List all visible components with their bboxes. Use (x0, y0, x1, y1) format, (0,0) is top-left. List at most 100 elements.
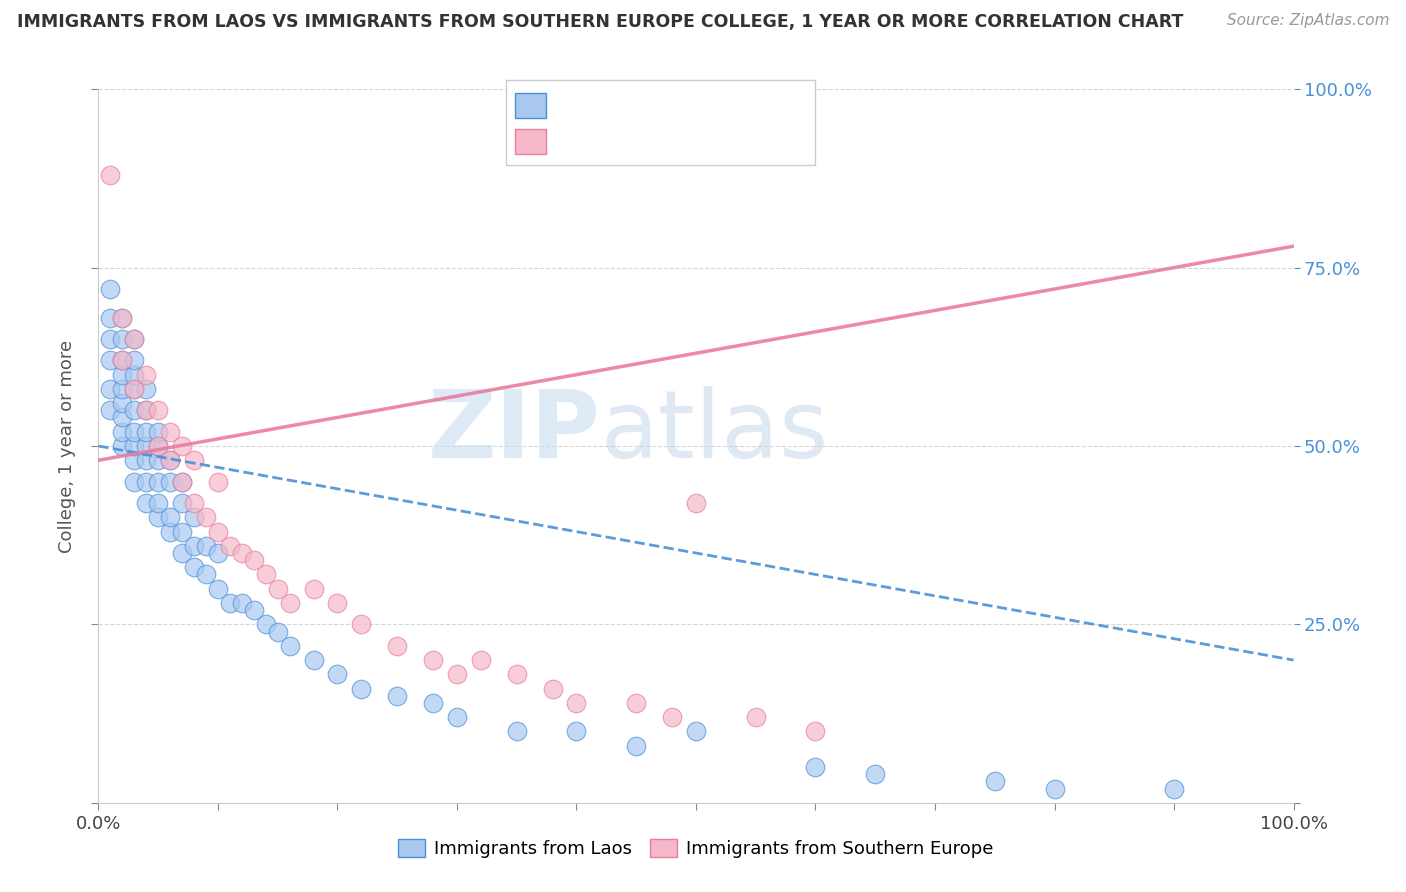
Point (111, 310, 134, 325)
Point (98, 403, 122, 417)
Point (219, 539, 242, 553)
Point (243, 553, 266, 567)
Point (98, 282, 122, 296)
Point (124, 453, 146, 467)
Text: Source: ZipAtlas.com: Source: ZipAtlas.com (1226, 13, 1389, 29)
Point (111, 353, 134, 368)
Point (195, 510, 218, 524)
Point (124, 382, 146, 396)
Point (135, 403, 157, 417)
Point (172, 524, 194, 539)
Point (148, 496, 170, 510)
Point (195, 539, 218, 553)
Point (172, 439, 194, 453)
Point (804, 724, 827, 739)
Point (470, 653, 492, 667)
Point (626, 696, 648, 710)
Point (267, 624, 290, 639)
Point (159, 524, 181, 539)
Point (183, 496, 205, 510)
Point (207, 475, 229, 489)
Text: R =: R = (555, 96, 589, 115)
Y-axis label: College, 1 year or more: College, 1 year or more (58, 340, 76, 552)
Point (254, 617, 277, 632)
Point (148, 453, 170, 467)
Point (98, 382, 122, 396)
Point (98, 353, 122, 368)
Text: R =: R = (555, 133, 589, 151)
Point (231, 546, 253, 560)
Point (183, 453, 205, 467)
Point (385, 639, 409, 653)
Text: N =: N = (686, 133, 720, 151)
Point (111, 425, 134, 439)
Point (135, 453, 157, 467)
Point (111, 410, 134, 425)
Point (565, 696, 588, 710)
Point (124, 353, 146, 368)
Legend: Immigrants from Laos, Immigrants from Southern Europe: Immigrants from Laos, Immigrants from So… (391, 831, 1001, 865)
Point (124, 382, 146, 396)
Point (207, 524, 229, 539)
Point (98, 168, 122, 182)
Point (124, 425, 146, 439)
Point (207, 546, 229, 560)
Point (98, 310, 122, 325)
Point (111, 310, 134, 325)
Point (159, 510, 181, 524)
Text: 0.276: 0.276 (599, 133, 662, 151)
Text: N =: N = (686, 96, 720, 115)
Point (219, 596, 242, 610)
Point (135, 382, 157, 396)
Point (148, 439, 170, 453)
Point (111, 396, 134, 410)
Point (267, 582, 290, 596)
Point (159, 425, 181, 439)
Point (135, 439, 157, 453)
Point (111, 353, 134, 368)
Point (626, 739, 648, 753)
Point (326, 667, 349, 681)
Point (326, 596, 349, 610)
Point (124, 332, 146, 346)
Point (124, 368, 146, 382)
Point (278, 596, 301, 610)
Point (135, 425, 157, 439)
Point (207, 582, 229, 596)
Point (148, 403, 170, 417)
Point (350, 617, 373, 632)
Point (984, 774, 1007, 789)
Point (685, 496, 707, 510)
Point (159, 453, 181, 467)
Point (804, 760, 827, 774)
Point (111, 382, 134, 396)
Point (135, 403, 157, 417)
Point (506, 667, 529, 681)
FancyBboxPatch shape (506, 80, 815, 165)
Point (111, 439, 134, 453)
Point (302, 653, 325, 667)
Point (183, 560, 205, 574)
Point (148, 475, 170, 489)
Point (302, 582, 325, 596)
Point (745, 710, 768, 724)
Text: IMMIGRANTS FROM LAOS VS IMMIGRANTS FROM SOUTHERN EUROPE COLLEGE, 1 YEAR OR MORE : IMMIGRANTS FROM LAOS VS IMMIGRANTS FROM … (17, 13, 1184, 31)
Text: 73: 73 (728, 96, 754, 115)
Point (243, 603, 266, 617)
Point (195, 567, 218, 582)
Point (350, 681, 373, 696)
Text: 39: 39 (728, 133, 754, 151)
Point (98, 332, 122, 346)
Point (148, 510, 170, 524)
Point (541, 681, 564, 696)
Point (124, 332, 146, 346)
Text: ZIP: ZIP (427, 385, 600, 478)
Point (124, 475, 146, 489)
Point (148, 425, 170, 439)
Point (565, 724, 588, 739)
Point (172, 475, 194, 489)
Point (159, 475, 181, 489)
Point (124, 439, 146, 453)
Point (135, 475, 157, 489)
Point (446, 710, 468, 724)
